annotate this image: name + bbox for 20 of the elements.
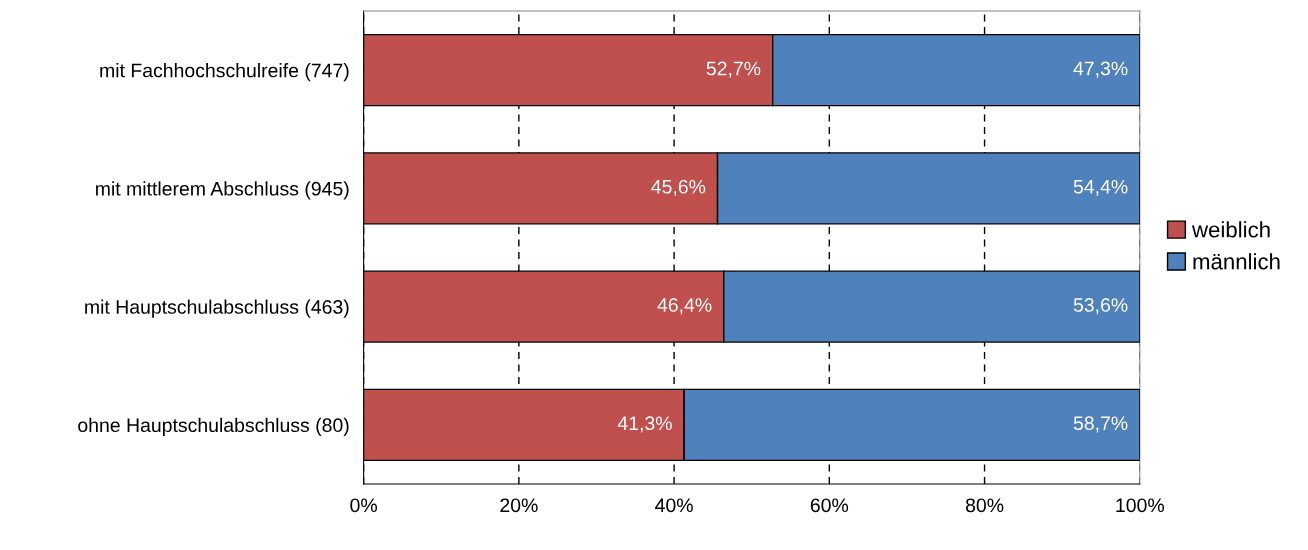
x-tick-label: 20% (500, 498, 538, 513)
y-tick-label: mit Hauptschulabschluss (463) (85, 299, 349, 318)
legend-label: weiblich (1191, 221, 1270, 238)
data-label: 45,6% (651, 179, 706, 196)
data-label: 58,7% (1073, 416, 1128, 433)
data-label: 54,4% (1073, 179, 1128, 196)
x-tick-label: 100% (1116, 498, 1164, 513)
data-label: 41,3% (617, 416, 672, 433)
data-label: 53,6% (1073, 298, 1128, 315)
x-tick-label: 60% (810, 498, 849, 513)
x-tick-label: 40% (655, 498, 693, 513)
legend-label: männlich (1193, 253, 1280, 270)
x-tick-label: 0% (350, 498, 377, 513)
y-tick-label: ohne Hauptschulabschluss (80) (78, 417, 349, 436)
y-tick-label: mit Fachhochschulreife (747) (100, 63, 349, 82)
y-tick-label: mit mittlerem Abschluss (945) (96, 181, 349, 200)
data-label: 46,4% (657, 298, 712, 315)
data-label: 47,3% (1073, 61, 1128, 78)
x-tick-label: 80% (965, 498, 1004, 513)
data-label: 52,7% (706, 61, 761, 78)
